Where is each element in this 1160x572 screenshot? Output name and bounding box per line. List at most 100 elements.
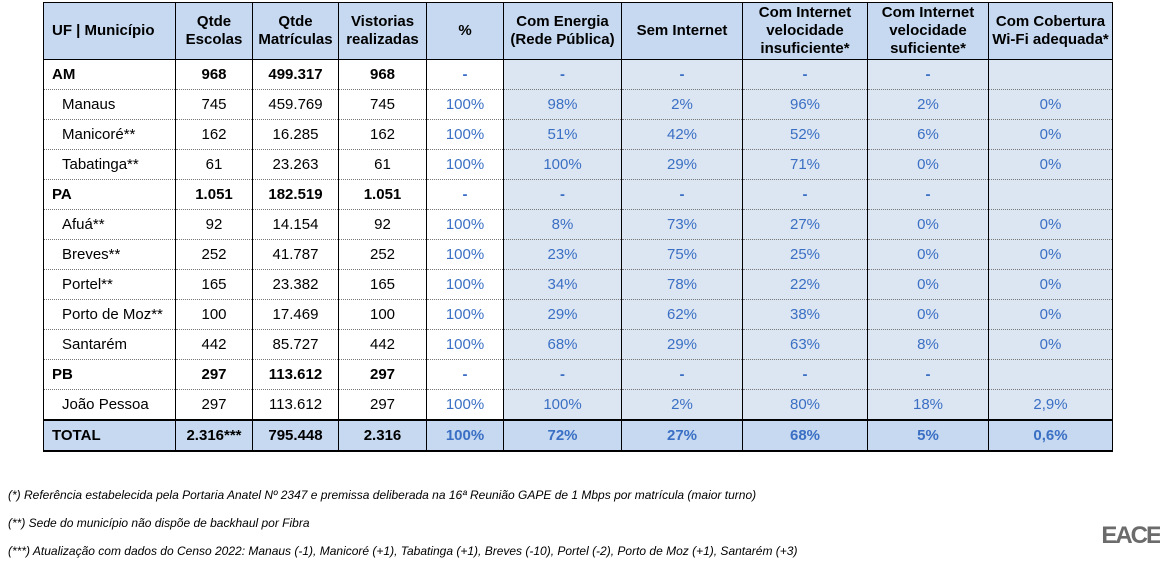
- table-cell: 8%: [503, 209, 622, 240]
- table-cell: 745: [175, 89, 253, 120]
- table-cell: -: [426, 359, 504, 390]
- table-cell: 297: [338, 389, 427, 421]
- footnote: (*) Referência estabelecida pela Portari…: [8, 488, 757, 502]
- table-row: Tabatinga** 61 23.263 61 100% 100% 29% 71% 0% 0%: [43, 149, 1113, 180]
- column-header: %: [426, 2, 504, 60]
- table-cell: 162: [175, 119, 253, 150]
- table-cell: 297: [175, 389, 253, 421]
- table-cell: -: [503, 59, 622, 90]
- table-cell: 34%: [503, 269, 622, 300]
- column-header: Vistorias realizadas: [338, 2, 427, 60]
- header-row: UF | Município Qtde Escolas Qtde Matrícula…: [43, 2, 1113, 60]
- total-cell: 2.316: [338, 419, 427, 452]
- table-cell: 0%: [988, 299, 1113, 330]
- table-cell: 499.317: [252, 59, 339, 90]
- logo: EACE: [1101, 522, 1160, 549]
- table-cell: 80%: [742, 389, 868, 421]
- total-cell: 72%: [503, 419, 622, 452]
- table-cell: 73%: [621, 209, 743, 240]
- total-cell: 68%: [742, 419, 868, 452]
- table-cell: 165: [175, 269, 253, 300]
- table-cell: 2,9%: [988, 389, 1113, 421]
- table-cell: 252: [175, 239, 253, 270]
- table-cell: 100%: [426, 119, 504, 150]
- table-cell: 745: [338, 89, 427, 120]
- table-cell: 100%: [426, 269, 504, 300]
- table-cell: 0%: [867, 149, 989, 180]
- table-cell: [988, 179, 1113, 210]
- table-cell: 162: [338, 119, 427, 150]
- table-cell: 100: [338, 299, 427, 330]
- table-row: Porto de Moz** 100 17.469 100 100% 29% 62% 38% 0…: [43, 299, 1113, 330]
- total-cell: 2.316***: [175, 419, 253, 452]
- table-cell: 0%: [988, 149, 1113, 180]
- table-cell: 100%: [426, 329, 504, 360]
- table-cell: 23%: [503, 239, 622, 270]
- table-cell: [988, 59, 1113, 90]
- table-row: Manicoré** 162 16.285 162 100% 51% 42% 52% 6% 0%: [43, 119, 1113, 150]
- table-cell: 459.769: [252, 89, 339, 120]
- table-cell: 968: [175, 59, 253, 90]
- table-cell: Porto de Moz**: [43, 299, 176, 330]
- table-row: PA 1.051 182.519 1.051- - - - -: [43, 179, 1113, 210]
- table-cell: 2%: [621, 389, 743, 421]
- table-cell: 29%: [621, 329, 743, 360]
- table-cell: 252: [338, 239, 427, 270]
- table-cell: Santarém: [43, 329, 176, 360]
- table-row: João Pessoa 297 113.612 297 100% 100% 2% 80% 18%…: [43, 389, 1113, 421]
- table-cell: 100%: [426, 239, 504, 270]
- table-row: Breves** 252 41.787 252 100% 23% 75% 25% 0% 0%: [43, 239, 1113, 270]
- table-cell: -: [867, 359, 989, 390]
- column-header: Com Internet velocidade insuficiente*: [742, 2, 868, 60]
- table-cell: 85.727: [252, 329, 339, 360]
- table-cell: 75%: [621, 239, 743, 270]
- table-cell: 18%: [867, 389, 989, 421]
- table-cell: AM: [43, 59, 176, 90]
- table-cell: -: [503, 359, 622, 390]
- table-cell: 0%: [867, 269, 989, 300]
- table-cell: -: [503, 179, 622, 210]
- table-cell: 165: [338, 269, 427, 300]
- table-cell: 27%: [742, 209, 868, 240]
- table-cell: 92: [338, 209, 427, 240]
- table-cell: 98%: [503, 89, 622, 120]
- table-cell: 0%: [988, 329, 1113, 360]
- table-cell: Manicoré**: [43, 119, 176, 150]
- table-cell: 78%: [621, 269, 743, 300]
- table-cell: 62%: [621, 299, 743, 330]
- table-cell: 42%: [621, 119, 743, 150]
- table-cell: 63%: [742, 329, 868, 360]
- table-cell: 16.285: [252, 119, 339, 150]
- table-cell: 29%: [503, 299, 622, 330]
- table-cell: 25%: [742, 239, 868, 270]
- table-cell: 0%: [867, 209, 989, 240]
- table-cell: 0%: [988, 89, 1113, 120]
- table-cell: Manaus: [43, 89, 176, 120]
- table-row: Santarém 442 85.727 442 100% 68% 29% 63% 8% 0%: [43, 329, 1113, 360]
- table-cell: 41.787: [252, 239, 339, 270]
- table-cell: 100%: [426, 209, 504, 240]
- table-cell: 29%: [621, 149, 743, 180]
- column-header: Sem Internet: [621, 2, 743, 60]
- data-table: UF | Município Qtde Escolas Qtde Matrícula…: [43, 2, 1113, 452]
- table-cell: 52%: [742, 119, 868, 150]
- table-row: Afuá** 92 14.154 92 100% 8% 73% 27% 0% 0%: [43, 209, 1113, 240]
- table-cell: 100%: [503, 149, 622, 180]
- table-cell: 2%: [867, 89, 989, 120]
- total-cell: 5%: [867, 419, 989, 452]
- table-row: PB 297 113.612 297- - - - -: [43, 359, 1113, 390]
- table-cell: 92: [175, 209, 253, 240]
- footnotes: (*) Referência estabelecida pela Portari…: [8, 488, 797, 572]
- total-cell: 100%: [426, 419, 504, 452]
- table-cell: 1.051: [338, 179, 427, 210]
- table-cell: 100%: [426, 299, 504, 330]
- table-cell: 100%: [426, 389, 504, 421]
- table-cell: -: [621, 59, 743, 90]
- table-cell: 100%: [426, 89, 504, 120]
- table-cell: 100: [175, 299, 253, 330]
- table-cell: -: [742, 359, 868, 390]
- total-cell: 795.448: [252, 419, 339, 452]
- table-cell: 61: [338, 149, 427, 180]
- table-row: Manaus 745 459.769 745 100% 98% 2% 96% 2% 0%: [43, 89, 1113, 120]
- table-cell: 96%: [742, 89, 868, 120]
